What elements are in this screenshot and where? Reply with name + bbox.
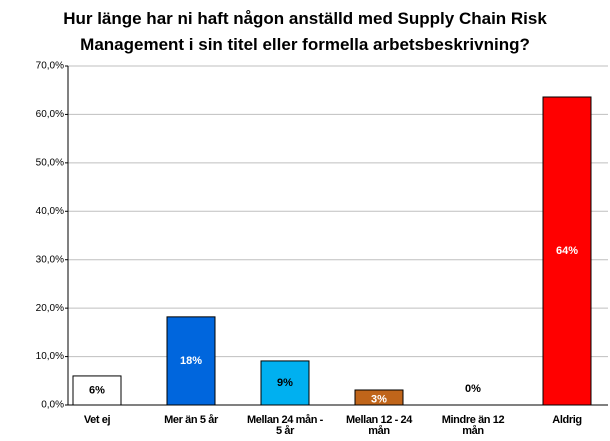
x-tick-label: Mellan 24 mån - 5 år xyxy=(247,414,323,437)
y-tick-label: 30,0% xyxy=(36,254,64,265)
x-tick-label: Vet ej xyxy=(83,414,111,426)
chart-title: Hur länge har ni haft någon anställd med… xyxy=(63,9,547,54)
bar xyxy=(542,96,592,406)
x-tick-label: Mindre än 12 mån xyxy=(441,414,505,437)
bar xyxy=(72,375,122,406)
data-label: 9% xyxy=(277,377,293,389)
y-tick-label: 10,0% xyxy=(36,351,64,362)
y-tick-label: 60,0% xyxy=(36,109,64,120)
data-label: 3% xyxy=(371,393,387,405)
bar xyxy=(260,360,310,406)
y-tick-label: 70,0% xyxy=(36,61,64,72)
y-tick-label: 40,0% xyxy=(36,206,64,217)
y-tick-label: 0,0% xyxy=(41,400,64,411)
x-tick-label: Mer än 5 år xyxy=(164,414,218,426)
bar xyxy=(354,389,404,406)
bar xyxy=(166,316,216,406)
data-label: 6% xyxy=(89,384,105,396)
x-tick-label: Aldrig xyxy=(552,414,582,426)
data-label: 0% xyxy=(465,383,481,395)
y-tick-label: 20,0% xyxy=(36,303,64,314)
data-label: 64% xyxy=(556,245,578,257)
x-tick-label: Mellan 12 - 24 mån xyxy=(346,414,412,437)
data-label: 18% xyxy=(180,355,202,367)
y-tick-label: 50,0% xyxy=(36,157,64,168)
